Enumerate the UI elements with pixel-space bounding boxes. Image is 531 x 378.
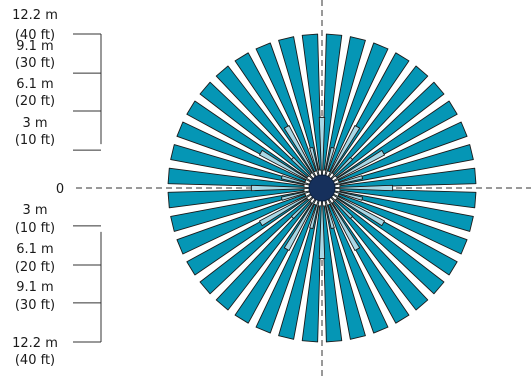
distance-scale: 12.2 m (40 ft)9.1 m (30 ft)6.1 m (20 ft)3 m… (12, 8, 102, 368)
outer-zone (332, 65, 429, 176)
outer-zone (199, 81, 310, 178)
scale-tick-label: 3 m (10 ft) (15, 203, 55, 236)
outer-zone (255, 203, 317, 334)
outer-zone (337, 121, 468, 183)
outer-zone (337, 193, 468, 255)
outer-zone (322, 205, 343, 343)
outer-detection-zones (167, 33, 477, 343)
sensor-icon (308, 174, 336, 202)
outer-zone (327, 203, 389, 334)
scale-tick-label: 0 (56, 182, 64, 197)
outer-zone (215, 200, 312, 311)
outer-zone (167, 188, 305, 209)
scale-tick-label: 6.1 m (20 ft) (15, 77, 55, 109)
outer-zone (176, 121, 307, 183)
outer-zone (176, 193, 307, 255)
outer-zone (327, 42, 389, 173)
outer-zone (339, 167, 477, 188)
scale-tick-label: 9.1 m (30 ft) (15, 280, 55, 313)
scale-tick-label: 9.1 m (30 ft) (15, 39, 55, 71)
outer-zone (301, 33, 322, 171)
outer-zone (334, 198, 445, 295)
outer-zone (255, 42, 317, 173)
scale-tick-label: 6.1 m (20 ft) (15, 242, 55, 275)
scale-tick-label: 3 m (10 ft) (15, 116, 55, 148)
scale-tick-label: 12.2 m (40 ft) (12, 8, 58, 43)
scale-tick-label: 12.2 m (40 ft) (12, 336, 58, 368)
